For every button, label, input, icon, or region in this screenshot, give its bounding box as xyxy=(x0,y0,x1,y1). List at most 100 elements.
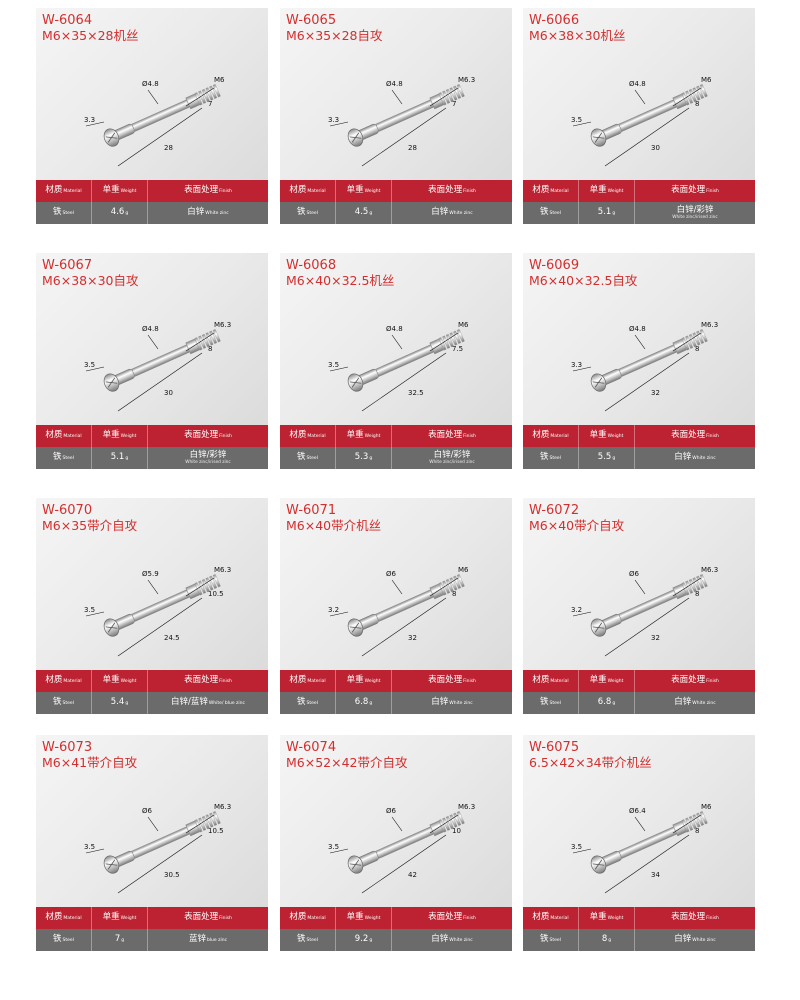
dia-label: Ø4.8 xyxy=(386,80,403,88)
product-spec: M6×52×42带介自攻 xyxy=(286,755,408,770)
head-dim-line xyxy=(85,121,105,127)
finish-label-en: Finish xyxy=(219,916,232,921)
material-value-en: Steel xyxy=(306,456,318,461)
product-code: W-6072 xyxy=(529,503,580,518)
weight-value: 5.3 xyxy=(354,452,369,462)
weight-value: 6.8 xyxy=(597,697,612,707)
weight-label: 单重 xyxy=(589,912,607,922)
product-code: W-6066 xyxy=(529,13,580,28)
length-dim-line xyxy=(361,834,447,894)
finish-value-en: White zinc xyxy=(692,456,716,461)
tip-label: 10 xyxy=(452,827,461,835)
length-dim-line xyxy=(361,597,447,657)
finish-label: 表面处理 xyxy=(428,912,463,922)
weight-label: 单重 xyxy=(346,185,364,195)
weight-value: 4.5 xyxy=(354,207,369,217)
material-label-en: Material xyxy=(550,916,569,921)
product-card: W-6069 M6×40×32.5自攻 Ø4.8 M6.3 3.3 32 8 材质Mat… xyxy=(523,253,755,469)
weight-value: 6.8 xyxy=(354,697,369,707)
tip-dim-line xyxy=(185,87,215,107)
weight-value: 5.1 xyxy=(597,207,612,217)
finish-label: 表面处理 xyxy=(671,185,706,195)
connector-bolt-drawing: Ø4.8 M6.3 3.5 30 8 xyxy=(84,321,231,412)
weight-unit: g xyxy=(369,701,373,706)
connector-bolt-drawing: Ø6 M6.3 3.5 42 10 xyxy=(328,803,475,894)
weight-label-en: Weight xyxy=(120,916,137,921)
product-card: W-6064 M6×35×28机丝 Ø4.8 M6 3.3 28 7 材质Materia… xyxy=(36,8,268,224)
product-code: W-6065 xyxy=(286,13,337,28)
head-dim-line xyxy=(572,611,592,617)
connector-bolt-drawing: Ø4.8 M6 3.3 28 7 xyxy=(84,76,225,167)
weight-unit: g xyxy=(125,456,129,461)
finish-label-en: Finish xyxy=(463,434,476,439)
dia-leader xyxy=(147,334,159,350)
finish-value-en: White zinc/irised zinc xyxy=(429,460,475,465)
weight-label: 单重 xyxy=(589,185,607,195)
spec-header-row: 材质Material 单重Weight 表面处理Finish xyxy=(523,670,755,692)
finish-value: 蓝锌 xyxy=(188,934,206,944)
length-label: 28 xyxy=(408,144,417,152)
dia-leader xyxy=(634,816,646,832)
finish-value: 白锌 xyxy=(674,697,692,707)
dia-label: Ø6.4 xyxy=(629,807,646,815)
weight-label: 单重 xyxy=(346,912,364,922)
product-card: W-6070 M6×35带介自攻 Ø5.9 M6.3 3.5 24.5 10.5 材质M… xyxy=(36,498,268,714)
thread-label: M6.3 xyxy=(214,803,231,811)
head-label: 3.5 xyxy=(84,606,95,614)
finish-label-en: Finish xyxy=(706,679,719,684)
spec-value-row: 铁Steel 5.1g 白锌/彩锌 White zinc/irised zinc xyxy=(523,202,755,224)
material-value: 铁 xyxy=(540,452,549,462)
product-card: W-6065 M6×35×28自攻 Ø4.8 M6.3 3.3 28 7 材质Mater… xyxy=(280,8,512,224)
head-dim-line xyxy=(572,121,592,127)
length-label: 28 xyxy=(164,144,173,152)
product-spec: M6×40带介自攻 xyxy=(529,518,625,533)
weight-label: 单重 xyxy=(346,675,364,685)
length-dim-line xyxy=(117,834,203,894)
tip-dim-line xyxy=(429,814,459,834)
head-label: 3.2 xyxy=(571,606,582,614)
weight-value: 5.1 xyxy=(110,452,125,462)
finish-value: 白锌 xyxy=(674,934,692,944)
material-value-en: Steel xyxy=(549,938,561,943)
product-card: W-6066 M6×38×30机丝 Ø4.8 M6 3.5 30 8 材质Materia… xyxy=(523,8,755,224)
connector-bolt-drawing: Ø4.8 M6 3.5 30 8 xyxy=(571,76,712,167)
head-dim-line xyxy=(85,366,105,372)
finish-label-en: Finish xyxy=(463,679,476,684)
thread-label: M6.3 xyxy=(458,803,475,811)
spec-value-row: 铁Steel 5.3g 白锌/彩锌 White zinc/irised zinc xyxy=(280,447,512,469)
material-value-en: Steel xyxy=(62,456,74,461)
head-label: 3.3 xyxy=(328,116,339,124)
weight-label-en: Weight xyxy=(364,916,381,921)
product-card: W-6072 M6×40带介自攻 Ø6 M6.3 3.2 32 8 材质Material… xyxy=(523,498,755,714)
spec-value-row: 铁Steel 9.2g 白锌White zinc xyxy=(280,929,512,951)
material-label: 材质 xyxy=(45,912,63,922)
thread-label: M6.3 xyxy=(458,76,475,84)
tip-dim-line xyxy=(672,577,702,597)
finish-value-en: White zinc/irised zinc xyxy=(185,460,231,465)
material-value: 铁 xyxy=(297,207,306,217)
spec-value-row: 铁Steel 5.5g 白锌White zinc xyxy=(523,447,755,469)
head-dim-line xyxy=(572,848,592,854)
product-spec: 6.5×42×34带介机丝 xyxy=(529,755,652,770)
spec-header-row: 材质Material 单重Weight 表面处理Finish xyxy=(36,670,268,692)
finish-label: 表面处理 xyxy=(184,675,219,685)
product-card: W-6067 M6×38×30自攻 Ø4.8 M6.3 3.5 30 8 材质Mater… xyxy=(36,253,268,469)
tip-dim-line xyxy=(429,577,459,597)
dia-label: Ø4.8 xyxy=(142,80,159,88)
finish-value-en: White/ blue zinc xyxy=(208,701,245,706)
finish-label: 表面处理 xyxy=(184,430,219,440)
head-label: 3.5 xyxy=(84,361,95,369)
tip-label: 8 xyxy=(695,345,699,353)
weight-value: 5.5 xyxy=(597,452,612,462)
connector-bolt-drawing: Ø6 M6.3 3.5 30.5 10.5 xyxy=(84,803,231,894)
thread-label: M6 xyxy=(214,76,225,84)
material-label-en: Material xyxy=(550,189,569,194)
weight-label-en: Weight xyxy=(607,679,624,684)
weight-label: 单重 xyxy=(102,430,120,440)
length-label: 32 xyxy=(408,634,417,642)
weight-unit: g xyxy=(125,701,129,706)
length-label: 24.5 xyxy=(164,634,180,642)
product-grid: W-6064 M6×35×28机丝 Ø4.8 M6 3.3 28 7 材质Materia… xyxy=(36,8,781,953)
material-value-en: Steel xyxy=(549,701,561,706)
weight-label: 单重 xyxy=(589,430,607,440)
